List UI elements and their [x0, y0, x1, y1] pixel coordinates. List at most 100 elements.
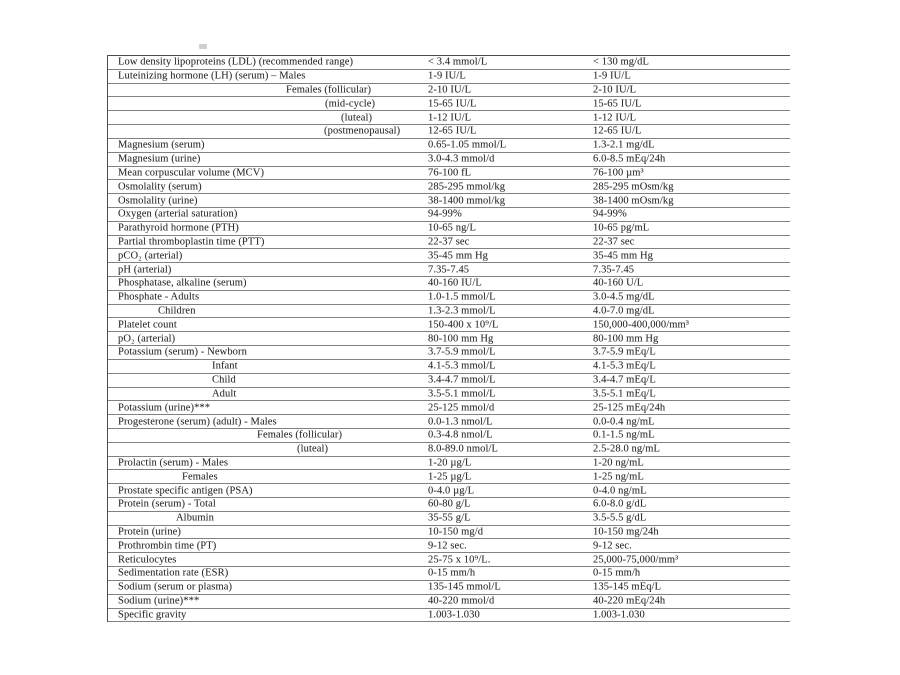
conventional-value: 80-100 mm Hg [593, 333, 659, 345]
test-name: Osmolality (serum) [118, 181, 202, 193]
si-value: 285-295 mmol/kg [428, 181, 506, 193]
test-name: Prothrombin time (PT) [118, 540, 217, 552]
test-name: Progesterone (serum) (adult) - Males [118, 416, 277, 428]
conventional-value: 0.1-1.5 ng/mL [593, 429, 655, 441]
lab-values-table: Low density lipoproteins (LDL) (recommen… [107, 55, 790, 623]
si-value: 3.4-4.7 mmol/L [428, 374, 496, 386]
conventional-value: 25-125 mEq/24h [593, 402, 666, 414]
table-row: Specific gravity 1.003-1.030 1.003-1.030 [108, 609, 790, 623]
si-value: 1-12 IU/L [428, 112, 472, 124]
conventional-value: 2-10 IU/L [593, 84, 637, 96]
si-value: 150-400 x 10⁹/L [428, 319, 499, 331]
table-row: Adult 3.5-5.1 mmol/L 3.5-5.1 mEq/L [108, 388, 790, 402]
table-row: Phosphatase, alkaline (serum) 40-160 IU/L… [108, 277, 790, 291]
table-row: Osmolality (serum) 285-295 mmol/kg 285-295… [108, 180, 790, 195]
table-row: Sedimentation rate (ESR) 0-15 mm/h 0-15 mm… [108, 567, 790, 581]
table-row: Potassium (serum) - Newborn 3.7-5.9 mmol/… [108, 346, 790, 360]
table-row: Sodium (urine)*** 40-220 mmol/d 40-220 mEq… [108, 595, 790, 609]
si-value: 8.0-89.0 nmol/L [428, 443, 499, 455]
test-name: Oxygen (arterial saturation) [118, 208, 238, 220]
si-value: 22-37 sec [428, 236, 470, 248]
conventional-value: 1.003-1.030 [593, 609, 645, 621]
si-value: 0.65-1.05 mmol/L [428, 139, 507, 151]
test-name: Osmolality (urine) [118, 195, 198, 207]
test-name: pO₂ (arterial) [118, 333, 176, 345]
test-name: Adult [212, 388, 237, 400]
test-name: Sedimentation rate (ESR) [118, 567, 229, 579]
si-value: 40-160 IU/L [428, 277, 482, 289]
table-row: Protein (serum) - Total 60-80 g/L 6.0-8.0 … [108, 498, 790, 512]
conventional-value: 76-100 µm³ [593, 167, 644, 179]
test-name: Partial thromboplastin time (PTT) [118, 236, 265, 248]
conventional-value: 4.1-5.3 mEq/L [593, 360, 656, 372]
test-name: (mid-cycle) [325, 98, 376, 110]
table-row: Magnesium (urine) 3.0-4.3 mmol/d 6.0-8.5 m… [108, 153, 790, 167]
test-name: Low density lipoproteins (LDL) (recommen… [118, 56, 354, 68]
table-row: Prolactin (serum) - Males 1-20 µg/L 1-20 n… [108, 457, 790, 471]
test-name: Magnesium (urine) [118, 153, 201, 165]
conventional-value: 22-37 sec [593, 236, 635, 248]
conventional-value: 1-9 IU/L [593, 70, 631, 82]
conventional-value: 2.5-28.0 ng/mL [593, 443, 661, 455]
si-value: 80-100 mm Hg [428, 333, 494, 345]
table-row: Infant 4.1-5.3 mmol/L 4.1-5.3 mEq/L [108, 360, 790, 374]
table-row: Females (follicular) 0.3-4.8 nmol/L 0.1-1.… [108, 429, 790, 443]
table-row: Magnesium (serum) 0.65-1.05 mmol/L 1.3-2.1… [108, 139, 790, 153]
conventional-value: 1-20 ng/mL [593, 457, 644, 469]
table-row: (luteal) 8.0-89.0 nmol/L 2.5-28.0 ng/mL [108, 443, 790, 457]
table-row: Reticulocytes 25-75 x 10⁹/L. 25,000-75,000… [108, 553, 790, 568]
conventional-value: 15-65 IU/L [593, 98, 642, 110]
si-value: 0-4.0 µg/L [428, 485, 475, 497]
conventional-value: 150,000-400,000/mm³ [593, 319, 690, 331]
si-value: 25-125 mmol/d [428, 402, 495, 414]
conventional-value: 25,000-75,000/mm³ [593, 554, 679, 566]
conventional-value: 6.0-8.5 mEq/24h [593, 153, 666, 165]
test-name: Prolactin (serum) - Males [118, 457, 229, 469]
si-value: 9-12 sec. [428, 540, 467, 552]
test-name: Potassium (serum) - Newborn [118, 346, 247, 358]
si-value: 1-25 µg/L [428, 471, 472, 483]
si-value: 135-145 mmol/L [428, 581, 501, 593]
test-name: Females [182, 471, 218, 483]
test-name: Infant [212, 360, 238, 372]
conventional-value: 0-15 mm/h [593, 567, 641, 579]
si-value: 15-65 IU/L [428, 98, 477, 110]
table-row: Albumin 35-55 g/L 3.5-5.5 g/dL [108, 512, 790, 526]
table-row: Prothrombin time (PT) 9-12 sec. 9-12 sec. [108, 539, 790, 554]
si-value: 3.5-5.1 mmol/L [428, 388, 496, 400]
table-row: (luteal) 1-12 IU/L 1-12 IU/L [108, 111, 790, 126]
table-row: pH (arterial) 7.35-7.45 7.35-7.45 [108, 263, 790, 277]
test-name: Females (follicular) [257, 429, 343, 441]
si-value: 10-65 ng/L [428, 222, 476, 234]
test-name: Phosphatase, alkaline (serum) [118, 277, 247, 289]
table-row: Low density lipoproteins (LDL) (recommen… [108, 56, 790, 70]
conventional-value: 10-150 mg/24h [593, 526, 659, 538]
table-row: Platelet count 150-400 x 10⁹/L 150,000-400… [108, 318, 790, 333]
conventional-value: 3.4-4.7 mEq/L [593, 374, 656, 386]
test-name: (luteal) [341, 112, 373, 124]
si-value: 76-100 fL [428, 167, 472, 179]
conventional-value: 285-295 mOsm/kg [593, 181, 674, 193]
test-name: Luteinizing hormone (LH) (serum) – Males [118, 70, 306, 82]
table-row: Parathyroid hormone (PTH) 10-65 ng/L 10-65… [108, 222, 790, 236]
conventional-value: 1-25 ng/mL [593, 471, 644, 483]
si-value: 0-15 mm/h [428, 567, 476, 579]
conventional-value: 9-12 sec. [593, 540, 632, 552]
test-name: (luteal) [297, 443, 329, 455]
si-value: 1-9 IU/L [428, 70, 466, 82]
table-row: pO₂ (arterial) 80-100 mm Hg 80-100 mm Hg [108, 332, 790, 347]
si-value: 35-45 mm Hg [428, 250, 489, 262]
table-row: Females 1-25 µg/L 1-25 ng/mL [108, 470, 790, 485]
conventional-value: 38-1400 mOsm/kg [593, 195, 674, 207]
test-name: pH (arterial) [118, 264, 172, 276]
si-value: 94-99% [428, 208, 462, 220]
si-value: 60-80 g/L [428, 498, 471, 510]
table-row: Sodium (serum or plasma) 135-145 mmol/L 13… [108, 581, 790, 595]
si-value: 40-220 mmol/d [428, 595, 495, 607]
table-row: Oxygen (arterial saturation) 94-99% 94-99% [108, 208, 790, 222]
conventional-value: 3.0-4.5 mg/dL [593, 291, 655, 303]
table-row: Potassium (urine)*** 25-125 mmol/d 25-125 … [108, 401, 790, 416]
conventional-value: 4.0-7.0 mg/dL [593, 305, 655, 317]
conventional-value: 3.5-5.5 g/dL [593, 512, 647, 524]
test-name: pCO₂ (arterial) [118, 250, 183, 262]
